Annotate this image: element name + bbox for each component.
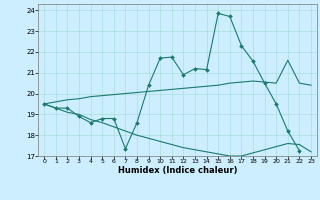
X-axis label: Humidex (Indice chaleur): Humidex (Indice chaleur) (118, 166, 237, 175)
